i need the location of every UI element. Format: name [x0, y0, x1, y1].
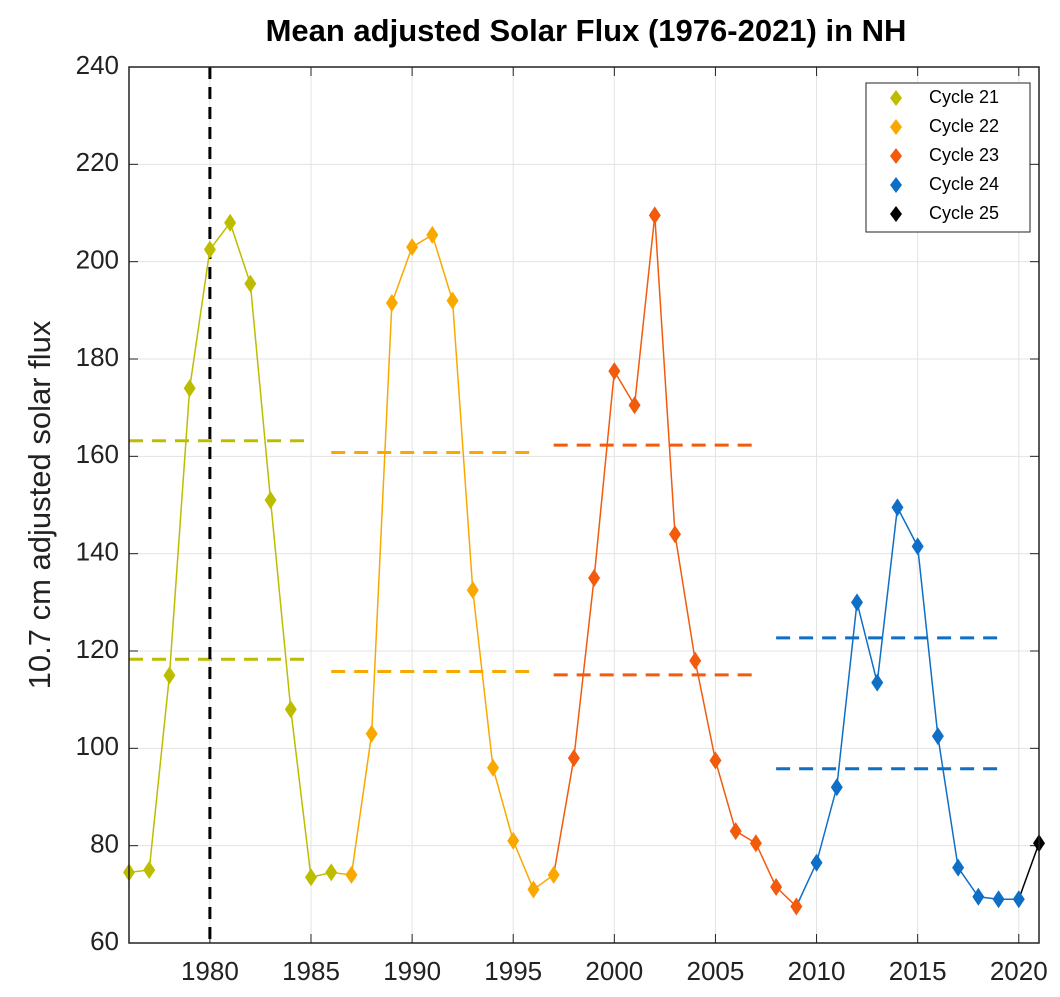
y-tick-label: 60	[90, 926, 119, 956]
x-tick-label: 1990	[383, 956, 441, 986]
data-point	[810, 853, 823, 872]
data-point	[911, 537, 924, 556]
y-tick-label: 200	[76, 245, 119, 275]
data-point	[608, 362, 621, 381]
y-tick-label: 240	[76, 50, 119, 80]
x-tick-label: 2010	[788, 956, 846, 986]
data-point	[143, 861, 156, 879]
legend-marker	[890, 119, 902, 135]
data-point	[669, 525, 681, 544]
x-tick-label: 2005	[687, 956, 745, 986]
data-point	[588, 569, 601, 587]
data-point	[244, 274, 257, 293]
data-point	[992, 890, 1005, 909]
data-point	[284, 700, 297, 719]
data-point	[729, 822, 742, 841]
legend-marker	[890, 177, 902, 193]
data-point	[466, 581, 479, 600]
y-tick-label: 120	[76, 634, 119, 664]
legend-label: Cycle 21	[929, 87, 999, 107]
data-point	[891, 498, 904, 517]
data-point	[709, 751, 722, 770]
y-axis-label: 10.7 cm adjusted solar flux	[22, 320, 57, 689]
data-point	[770, 878, 783, 897]
data-point	[547, 865, 560, 884]
data-point	[931, 727, 944, 746]
x-tick-label: 1995	[484, 956, 542, 986]
legend-label: Cycle 22	[929, 116, 999, 136]
data-point	[183, 379, 196, 398]
connector	[1018, 842, 1040, 900]
legend-marker	[890, 90, 902, 106]
data-point	[203, 240, 216, 259]
data-point	[264, 491, 277, 510]
data-point	[749, 834, 762, 853]
data-point	[689, 651, 702, 670]
data-point	[406, 238, 419, 257]
axes-frame	[128, 66, 1040, 944]
data-point	[972, 887, 985, 906]
data-point	[305, 868, 317, 887]
data-point	[446, 291, 459, 310]
y-tick-label: 220	[76, 147, 119, 177]
legend-marker	[890, 148, 902, 164]
data-point	[871, 673, 884, 692]
connector	[552, 757, 575, 875]
data-point	[385, 294, 398, 313]
y-tick-label: 180	[76, 342, 119, 372]
data-point	[830, 778, 843, 797]
data-point	[507, 831, 520, 850]
data-point	[851, 593, 863, 612]
data-point	[1012, 890, 1025, 909]
data-point	[325, 863, 338, 882]
legend-label: Cycle 24	[929, 174, 999, 194]
data-point	[163, 666, 176, 685]
data-point	[487, 758, 499, 777]
data-point	[567, 749, 580, 768]
x-tick-label: 2000	[585, 956, 643, 986]
data-point	[952, 858, 965, 877]
legend-label: Cycle 23	[929, 145, 999, 165]
data-point	[345, 865, 358, 884]
x-tick-label: 1985	[282, 956, 340, 986]
series-line	[573, 215, 797, 908]
data-point	[224, 213, 237, 232]
x-tick-label: 1980	[181, 956, 239, 986]
y-tick-label: 80	[90, 829, 119, 859]
data-point	[527, 880, 540, 899]
legend-label: Cycle 25	[929, 203, 999, 223]
x-tick-label: 2015	[889, 956, 947, 986]
legend-marker	[890, 206, 902, 222]
y-tick-label: 100	[76, 731, 119, 761]
connector	[795, 862, 818, 907]
chart-title: Mean adjusted Solar Flux (1976-2021) in …	[266, 13, 907, 48]
data-point	[648, 206, 661, 225]
data-point	[365, 724, 378, 743]
data-point	[426, 225, 439, 244]
y-tick-label: 140	[76, 537, 119, 567]
data-point	[790, 897, 803, 916]
x-tick-label: 2020	[990, 956, 1048, 986]
data-point	[628, 396, 641, 415]
y-tick-label: 160	[76, 439, 119, 469]
